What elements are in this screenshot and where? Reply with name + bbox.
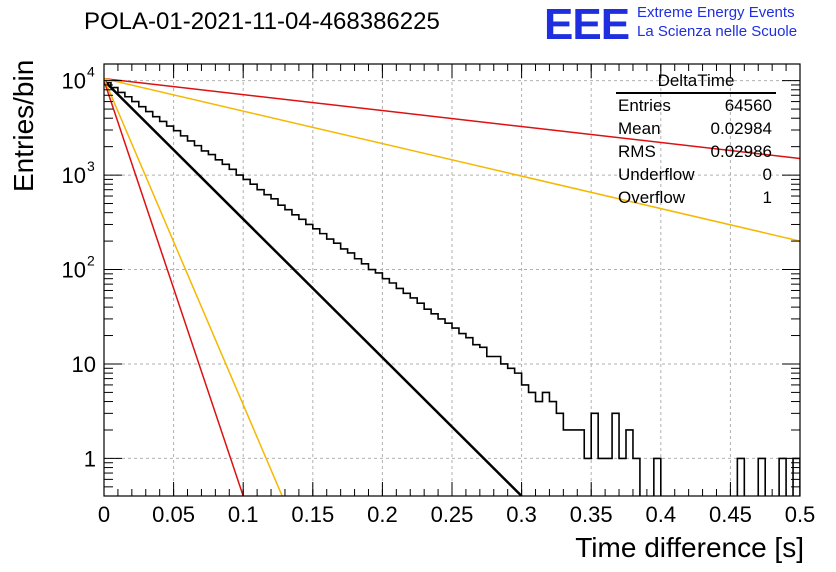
x-tick-label: 0 <box>98 502 110 527</box>
x-axis-label: Time difference [s] <box>575 532 804 563</box>
x-tick-label: 0.05 <box>152 502 195 527</box>
y-tick-label: 10 <box>72 352 96 377</box>
y-tick-exponent: 4 <box>87 64 95 80</box>
stats-label: Entries <box>618 96 671 115</box>
y-axis-label: Entries/bin <box>8 59 39 192</box>
x-tick-label: 0.45 <box>709 502 752 527</box>
logo-caption: Extreme Energy Events La Scienza nelle S… <box>637 3 797 41</box>
fit-line-0 <box>104 79 523 496</box>
x-tick-label: 0.4 <box>646 502 677 527</box>
stats-value: 64560 <box>724 96 772 115</box>
x-tick-label: 0.15 <box>291 502 334 527</box>
fit-line-1 <box>104 77 800 160</box>
x-tick-label: 0.1 <box>228 502 259 527</box>
x-tick-label: 0.25 <box>431 502 474 527</box>
stats-label: Mean <box>618 119 661 138</box>
y-tick-exponent: 2 <box>87 253 95 269</box>
eee-logo: EEE <box>544 0 630 49</box>
stats-value: 0.02986 <box>710 142 772 161</box>
fit-line-4 <box>104 78 283 496</box>
stats-label: RMS <box>618 142 656 161</box>
y-tick-label: 10 <box>62 258 86 283</box>
stats-value: 0.02984 <box>710 119 772 138</box>
y-tick-label: 1 <box>84 446 96 471</box>
y-tick-exponent: 3 <box>87 158 95 174</box>
logo-caption-line2: La Scienza nelle Scuole <box>637 23 798 40</box>
x-tick-label: 0.3 <box>506 502 537 527</box>
fit-line-2 <box>104 77 800 242</box>
y-tick-label: 10 <box>62 163 86 188</box>
stats-row-entries: Entries 64560 <box>610 94 778 117</box>
fit-line-3 <box>104 80 244 496</box>
logo-caption-line1: Extreme Energy Events <box>637 4 795 21</box>
stats-row-mean: Mean 0.02984 <box>610 117 778 140</box>
stats-value: 0 <box>762 165 772 184</box>
histogram-bars <box>104 81 800 496</box>
stats-row-overflow: Overflow 1 <box>610 186 778 209</box>
x-tick-label: 0.5 <box>785 502 816 527</box>
stats-box: DeltaTime Entries 64560 Mean 0.02984 RMS… <box>610 70 778 209</box>
plot-title: POLA-01-2021-11-04-468386225 <box>84 8 440 35</box>
y-tick-label: 10 <box>62 69 86 94</box>
stats-row-underflow: Underflow 0 <box>610 163 778 186</box>
x-tick-label: 0.2 <box>367 502 398 527</box>
stats-label: Overflow <box>618 188 686 207</box>
stats-row-rms: RMS 0.02986 <box>610 140 778 163</box>
stats-label: Underflow <box>618 165 695 184</box>
stats-value: 1 <box>762 188 772 207</box>
stats-box-title: DeltaTime <box>616 70 776 94</box>
x-tick-label: 0.35 <box>570 502 613 527</box>
